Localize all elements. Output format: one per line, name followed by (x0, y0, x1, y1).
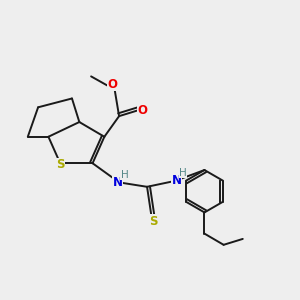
Text: S: S (149, 215, 157, 228)
Text: N: N (172, 174, 182, 188)
Text: H: H (121, 170, 128, 180)
Text: O: O (107, 78, 117, 91)
Text: H: H (179, 168, 187, 178)
Text: O: O (138, 104, 148, 117)
Text: N: N (112, 176, 123, 189)
Text: S: S (56, 158, 64, 171)
